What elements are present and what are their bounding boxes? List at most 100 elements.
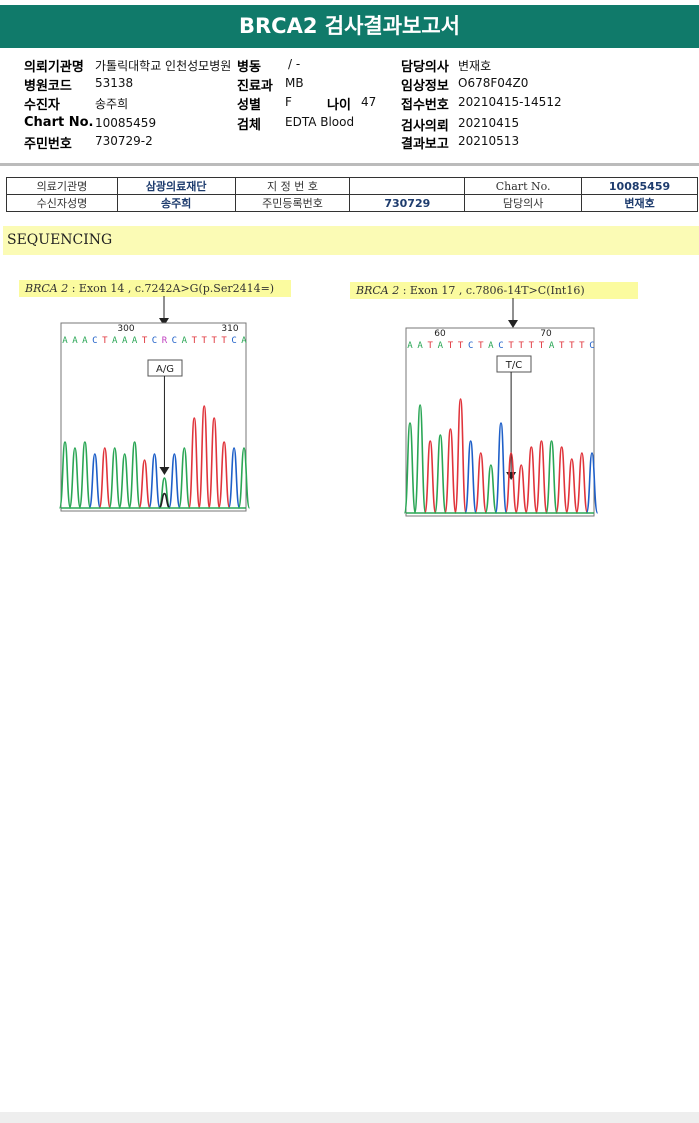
base-call-letter: T: [448, 341, 454, 351]
base-call-letter: R: [162, 336, 168, 346]
base-call-letter: T: [458, 341, 464, 351]
base-call-letter: C: [589, 341, 594, 351]
base-call-letter: T: [519, 341, 525, 351]
position-tick-label: 310: [221, 324, 238, 334]
base-call-letter: T: [508, 341, 514, 351]
section-heading: SEQUENCING: [3, 226, 699, 255]
info-key: 담당의사: [401, 60, 449, 75]
gene-name: BRCA 2: [25, 282, 69, 295]
base-call-letter: T: [221, 336, 227, 346]
trace-T: [98, 405, 231, 509]
base-call-letter: C: [231, 336, 236, 346]
info-value: 20210415-14512: [458, 95, 562, 109]
info-value: 10085459: [95, 116, 157, 130]
position-tick-label: 60: [434, 329, 446, 339]
base-call-letter: A: [122, 336, 128, 346]
position-arrow-head: [508, 320, 518, 328]
patient-info: 의뢰기관명 가톨릭대학교 인천성모병원 병동 / - 담당의사 변재호 병원코드…: [0, 52, 699, 164]
info-value: / -: [288, 57, 301, 71]
info-value: 가톨릭대학교 인천성모병원: [95, 59, 232, 73]
info-value: 송주희: [95, 97, 129, 111]
genotype-call: T/C: [505, 360, 522, 371]
trace-T: [423, 398, 589, 514]
inst-value: 10085459: [581, 177, 698, 195]
info-value: 20210513: [458, 134, 520, 148]
inst-value: 송주희: [116, 194, 236, 212]
info-key: 병원코드: [24, 79, 72, 94]
inst-label: 담당의사: [464, 194, 583, 212]
base-call-letter: A: [488, 341, 494, 351]
info-key: 나이: [327, 98, 351, 113]
base-call-letter: T: [539, 341, 545, 351]
base-call-letter: C: [92, 336, 97, 346]
position-arrow-head: [159, 318, 169, 326]
info-value: O678F04Z0: [458, 76, 529, 90]
base-call-letter: T: [478, 341, 484, 351]
trace-A: [403, 404, 558, 514]
base-call-letter: T: [569, 341, 575, 351]
trace-C: [88, 447, 241, 509]
base-call-letter: T: [192, 336, 198, 346]
base-call-letter: A: [407, 341, 413, 351]
info-value: 730729-2: [95, 134, 153, 148]
base-call-letter: T: [102, 336, 108, 346]
info-value: 47: [361, 95, 377, 109]
inst-value: 변재호: [581, 194, 698, 212]
position-tick-label: 70: [540, 329, 552, 339]
trace-G: [158, 492, 171, 509]
info-key: 주민번호: [24, 137, 72, 152]
mutation-label-2: BRCA 2 : Exon 17 , c.7806-14T>C(Int16): [350, 282, 638, 299]
info-key: 임상정보: [401, 79, 449, 94]
call-pointer-head: [159, 467, 170, 475]
info-value: 20210415: [458, 116, 520, 130]
base-call-letter: T: [579, 341, 585, 351]
info-key: 병동: [237, 60, 261, 75]
inst-label: 수신자성명: [6, 194, 118, 212]
base-call-letter: A: [82, 336, 88, 346]
info-key: 검사의뢰: [401, 119, 449, 134]
trace-C: [464, 422, 599, 514]
base-call-letter: T: [142, 336, 148, 346]
inst-label: 의료기관명: [6, 177, 118, 195]
info-value: 53138: [95, 76, 134, 90]
info-key: 수진자: [24, 98, 60, 113]
base-call-letter: T: [428, 341, 434, 351]
info-key: 검체: [237, 118, 261, 133]
report-title: BRCA2 검사결과보고서: [0, 5, 699, 48]
footer-bar: [0, 1112, 699, 1123]
inst-value: 삼광의료재단: [116, 177, 236, 195]
base-call-letter: A: [112, 336, 118, 346]
base-call-letter: A: [132, 336, 138, 346]
mutation-label-1: BRCA 2 : Exon 14 , c.7242A>G(p.Ser2414=): [19, 280, 291, 297]
info-value: 변재호: [458, 59, 492, 73]
info-value: F: [285, 95, 292, 109]
base-call-letter: A: [438, 341, 444, 351]
base-call-letter: T: [211, 336, 217, 346]
position-tick-label: 300: [117, 324, 134, 334]
chromatogram-2: 60 70A A T A T T C T A C T T T T A T T T CT/C: [403, 298, 599, 517]
info-key: 결과보고: [401, 137, 449, 152]
base-call-letter: T: [529, 341, 535, 351]
chromatogram-frame: [60, 322, 247, 512]
call-box: [496, 355, 532, 373]
info-key: 접수번호: [401, 98, 449, 113]
base-call-letter: C: [468, 341, 473, 351]
base-call-letter: A: [72, 336, 78, 346]
call-box: [147, 359, 183, 377]
base-call-letter: T: [559, 341, 565, 351]
info-key: 성별: [237, 98, 261, 113]
info-value: EDTA Blood: [285, 115, 355, 129]
divider: [0, 163, 699, 166]
info-value: MB: [285, 76, 304, 90]
base-call-letter: A: [549, 341, 555, 351]
mutation-detail: : Exon 17 , c.7806-14T>C(Int16): [399, 284, 585, 297]
gene-name: BRCA 2: [356, 284, 400, 297]
base-call-letter: T: [202, 336, 208, 346]
inst-label: 지 정 번 호: [234, 177, 351, 195]
base-call-letter: A: [417, 341, 423, 351]
base-call-letter: C: [172, 336, 177, 346]
inst-label: 주민등록번호: [234, 194, 351, 212]
mutation-detail: : Exon 14 , c.7242A>G(p.Ser2414=): [68, 282, 275, 295]
base-call-letter: C: [498, 341, 503, 351]
